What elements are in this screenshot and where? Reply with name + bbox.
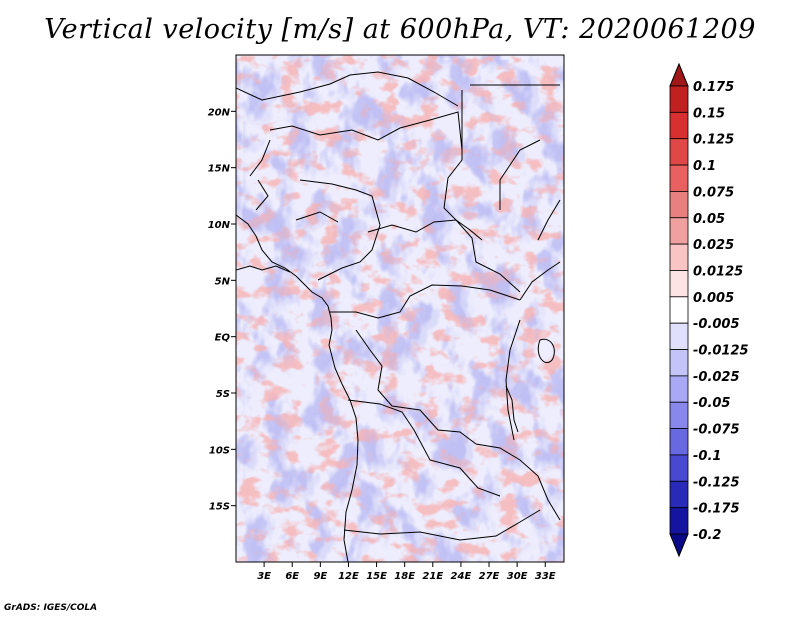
coastline-gulf [236,265,291,273]
longitude-axis: 3E 6E 9E 12E 15E 18E 21E 24E 27E 30E 33E [257,562,556,582]
border-east [505,261,561,441]
colorbar-swatch [669,428,689,456]
lon-tick-label: 6E [285,571,299,582]
colorbar-label: 0.025 [693,238,734,253]
lat-tick-label: 10S [209,445,230,456]
lake-tanganyika [505,385,519,433]
map-frame [235,54,565,563]
colorbar-label: -0.1 [693,449,721,464]
colorbar-label: 0.175 [693,80,734,95]
lon-tick-label: 33E [535,571,556,582]
colorbar-swatch [669,243,689,271]
border-misc [249,139,561,241]
lat-tick-label: 15N [208,164,231,175]
border-congo [330,284,521,319]
colorbar-label: 0.125 [693,133,734,148]
border-sudan-east [470,84,560,210]
border-chad-sudan [443,90,483,241]
lon-tick-label: 9E [313,571,327,582]
colorbar-label: 0.075 [693,185,734,200]
footer-credit: GrADS: IGES/COLA [4,603,98,613]
lake-victoria [537,338,555,363]
border-zambia [475,443,561,521]
lat-tick-label: 5S [216,389,230,400]
lat-tick-label: EQ [215,333,231,344]
lon-tick-label: 21E [422,571,443,582]
colorbar-label: 0.005 [693,291,734,306]
lat-tick-label: 5N [215,276,231,287]
colorbar: 0.175 0.15 0.125 0.1 0.075 0.05 0.025 0.0125 0.0… [669,62,749,558]
velocity-field [236,55,564,562]
lon-tick-label: 27E [479,571,500,582]
border-car [367,219,521,293]
colorbar-swatch [669,85,689,113]
lat-tick-label: 10N [208,220,231,231]
lat-tick-label: 15S [209,502,230,513]
colorbar-swatch [669,164,689,192]
latitude-axis: 20N 15N 10N 5N EQ 5S 10S 15S [208,107,236,513]
colorbar-swatch [669,322,689,350]
border-drc-west [355,329,477,445]
colorbar-swatch [669,111,689,140]
colorbar-label: -0.005 [693,317,740,332]
border-namibia [343,509,541,541]
colorbar-swatch [669,296,689,324]
colorbar-swatch [669,270,689,298]
lat-tick-label: 20N [208,107,231,118]
lon-tick-label: 12E [338,571,359,582]
colorbar-swatch [669,401,689,429]
coastline-west-africa [236,214,359,562]
colorbar-swatch [669,480,689,509]
colorbar-label: 0.15 [693,106,725,121]
colorbar-label: -0.05 [693,396,730,411]
colorbar-swatch [669,375,689,403]
colorbar-swatch [669,349,689,377]
lon-tick-label: 24E [451,571,472,582]
colorbar-label: -0.075 [693,423,740,438]
colorbar-label: -0.025 [693,370,740,385]
chart-title: Vertical velocity [m/s] at 600hPa, VT: 2… [44,14,756,45]
border-nigeria-cameroon [299,179,381,281]
colorbar-swatch [669,454,689,482]
colorbar-label: -0.125 [693,475,740,490]
border-sahel [269,111,463,151]
colorbar-swatch [669,507,689,535]
colorbar-swatch [669,217,689,245]
border-sahara-north [236,71,459,107]
colorbar-label: -0.175 [693,502,740,517]
colorbar-swatch [669,138,689,166]
colorbar-swatch [669,191,689,219]
lon-tick-label: 3E [257,571,271,582]
lon-tick-label: 18E [394,571,415,582]
coastlines-and-borders [236,71,561,562]
colorbar-label: 0.1 [693,159,716,174]
colorbar-bottom-arrow [669,533,689,558]
colorbar-label: 0.0125 [693,264,743,279]
border-angola [347,399,501,497]
lon-tick-label: 30E [507,571,528,582]
colorbar-label: 0.05 [693,212,725,227]
lon-tick-label: 15E [366,571,387,582]
colorbar-label: -0.0125 [693,344,749,359]
colorbar-top-arrow [669,62,689,87]
colorbar-label: -0.2 [693,528,721,543]
